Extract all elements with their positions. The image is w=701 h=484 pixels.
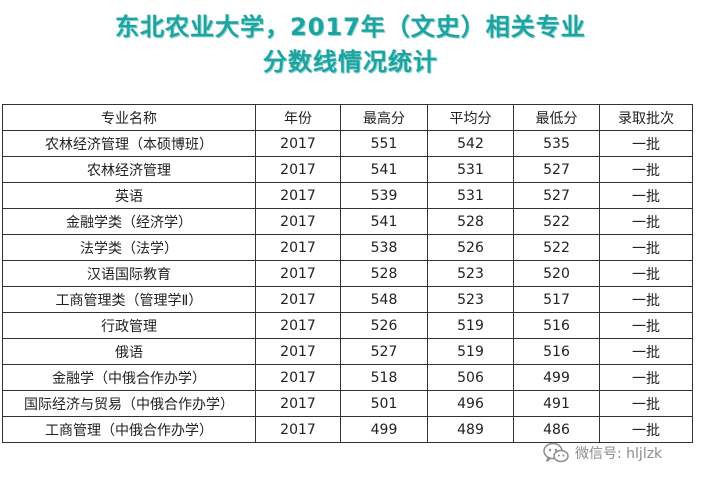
wechat-icon: [543, 442, 569, 463]
cell-max-score: 541: [340, 208, 428, 235]
cell-batch: 一批: [599, 416, 693, 443]
cell-year: 2017: [255, 260, 341, 287]
cell-avg-score: 542: [427, 130, 514, 157]
cell-year: 2017: [255, 338, 341, 365]
cell-batch: 一批: [599, 390, 693, 417]
header-year: 年份: [255, 104, 341, 131]
cell-batch: 一批: [599, 312, 693, 339]
cell-min-score: 522: [513, 208, 600, 235]
cell-year: 2017: [255, 390, 341, 417]
cell-batch: 一批: [599, 208, 693, 235]
cell-year: 2017: [255, 234, 341, 261]
table-row: 行政管理 2017 526 519 516 一批: [2, 312, 693, 339]
cell-min-score: 516: [513, 312, 600, 339]
cell-major: 法学类（法学）: [2, 234, 256, 261]
cell-major: 金融学（中俄合作办学）: [2, 364, 256, 391]
cell-major: 俄语: [2, 338, 256, 365]
cell-avg-score: 519: [427, 312, 514, 339]
cell-major: 农林经济管理（本硕博班）: [2, 130, 256, 157]
cell-batch: 一批: [599, 130, 693, 157]
cell-min-score: 527: [513, 156, 600, 183]
cell-avg-score: 528: [427, 208, 514, 235]
cell-avg-score: 496: [427, 390, 514, 417]
cell-batch: 一批: [599, 182, 693, 209]
cell-major: 工商管理类（管理学Ⅱ）: [2, 286, 256, 313]
cell-min-score: 535: [513, 130, 600, 157]
table-row: 俄语 2017 527 519 516 一批: [2, 338, 693, 365]
cell-batch: 一批: [599, 156, 693, 183]
cell-max-score: 501: [340, 390, 428, 417]
cell-batch: 一批: [599, 286, 693, 313]
header-major: 专业名称: [2, 104, 256, 131]
table-row: 农林经济管理 2017 541 531 527 一批: [2, 156, 693, 183]
page-subtitle: 分数线情况统计: [263, 48, 438, 76]
cell-max-score: 551: [340, 130, 428, 157]
cell-batch: 一批: [599, 260, 693, 287]
cell-year: 2017: [255, 364, 341, 391]
cell-avg-score: 531: [427, 156, 514, 183]
cell-major: 农林经济管理: [2, 156, 256, 183]
cell-avg-score: 489: [427, 416, 514, 443]
cell-max-score: 528: [340, 260, 428, 287]
table-row: 农林经济管理（本硕博班） 2017 551 542 535 一批: [2, 130, 693, 157]
cell-year: 2017: [255, 312, 341, 339]
cell-avg-score: 523: [427, 286, 514, 313]
cell-min-score: 516: [513, 338, 600, 365]
header-avg-score: 平均分: [427, 104, 514, 131]
cell-avg-score: 531: [427, 182, 514, 209]
cell-max-score: 539: [340, 182, 428, 209]
cell-min-score: 517: [513, 286, 600, 313]
cell-year: 2017: [255, 156, 341, 183]
cell-min-score: 520: [513, 260, 600, 287]
cell-major: 行政管理: [2, 312, 256, 339]
cell-major: 汉语国际教育: [2, 260, 256, 287]
cell-min-score: 486: [513, 416, 600, 443]
cell-max-score: 518: [340, 364, 428, 391]
cell-year: 2017: [255, 208, 341, 235]
cell-major: 工商管理（中俄合作办学）: [2, 416, 256, 443]
watermark: 微信号: hljlzk: [543, 440, 662, 466]
cell-max-score: 538: [340, 234, 428, 261]
cell-year: 2017: [255, 416, 341, 443]
table-row: 金融学（中俄合作办学） 2017 518 506 499 一批: [2, 364, 693, 391]
table-header-row: 专业名称 年份 最高分 平均分 最低分 录取批次: [2, 104, 693, 131]
cell-max-score: 527: [340, 338, 428, 365]
cell-major: 英语: [2, 182, 256, 209]
cell-major: 国际经济与贸易（中俄合作办学）: [2, 390, 256, 417]
table-row: 法学类（法学） 2017 538 526 522 一批: [2, 234, 693, 261]
cell-avg-score: 519: [427, 338, 514, 365]
cell-max-score: 499: [340, 416, 428, 443]
page-title: 东北农业大学，2017年（文史）相关专业: [115, 13, 586, 41]
table-row: 工商管理类（管理学Ⅱ） 2017 548 523 517 一批: [2, 286, 693, 313]
header-batch: 录取批次: [599, 104, 693, 131]
cell-avg-score: 526: [427, 234, 514, 261]
cell-year: 2017: [255, 286, 341, 313]
table-row: 英语 2017 539 531 527 一批: [2, 182, 693, 209]
cell-max-score: 541: [340, 156, 428, 183]
table-row: 汉语国际教育 2017 528 523 520 一批: [2, 260, 693, 287]
cell-min-score: 499: [513, 364, 600, 391]
table-row: 金融学类（经济学） 2017 541 528 522 一批: [2, 208, 693, 235]
watermark-text: 微信号: hljlzk: [575, 446, 663, 462]
cell-min-score: 522: [513, 234, 600, 261]
cell-max-score: 548: [340, 286, 428, 313]
cell-year: 2017: [255, 182, 341, 209]
table-body: 农林经济管理（本硕博班） 2017 551 542 535 一批 农林经济管理 2017 541…: [2, 130, 693, 443]
cell-batch: 一批: [599, 338, 693, 365]
cell-avg-score: 523: [427, 260, 514, 287]
cell-avg-score: 506: [427, 364, 514, 391]
cell-year: 2017: [255, 130, 341, 157]
header-max-score: 最高分: [340, 104, 428, 131]
cell-max-score: 526: [340, 312, 428, 339]
cell-batch: 一批: [599, 364, 693, 391]
table-row: 国际经济与贸易（中俄合作办学） 2017 501 496 491 一批: [2, 390, 693, 417]
cell-min-score: 527: [513, 182, 600, 209]
header-min-score: 最低分: [513, 104, 600, 131]
cell-min-score: 491: [513, 390, 600, 417]
score-table: 专业名称 年份 最高分 平均分 最低分 录取批次 农林经济管理（本硕博班） 201…: [2, 104, 693, 443]
cell-major: 金融学类（经济学）: [2, 208, 256, 235]
cell-batch: 一批: [599, 234, 693, 261]
table-row: 工商管理（中俄合作办学） 2017 499 489 486 一批: [2, 416, 693, 443]
